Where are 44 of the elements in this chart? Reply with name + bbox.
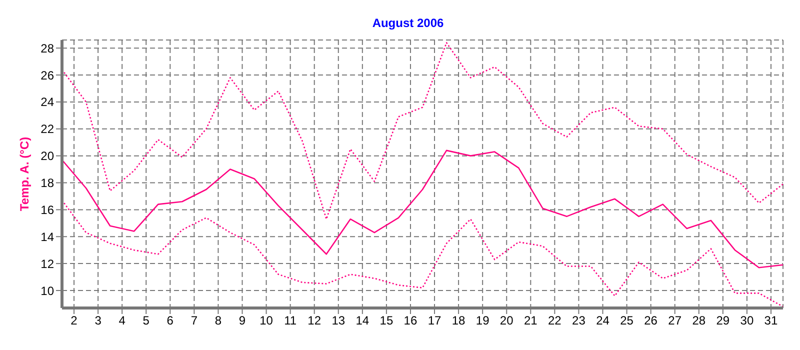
x-tick-label: 4 bbox=[118, 314, 126, 328]
x-tick-label: 19 bbox=[476, 314, 490, 328]
x-tick-label: 30 bbox=[740, 314, 754, 328]
x-tick-label: 5 bbox=[142, 314, 150, 328]
x-tick-label: 3 bbox=[94, 314, 102, 328]
x-tick-label: 27 bbox=[668, 314, 682, 328]
y-tick-label: 16 bbox=[40, 202, 54, 217]
x-tick-label: 21 bbox=[524, 314, 538, 328]
x-tick-label: 9 bbox=[238, 314, 246, 328]
chart-title: August 2006 bbox=[371, 16, 445, 30]
y-axis-title: Temp. A. (°C) bbox=[17, 136, 32, 212]
line-series bbox=[62, 150, 783, 268]
y-tick-label: 14 bbox=[40, 230, 54, 244]
y-tick-label: 26 bbox=[40, 68, 54, 82]
x-tick-label: 22 bbox=[548, 314, 562, 328]
x-tick-label: 17 bbox=[428, 314, 442, 328]
x-tick-label: 6 bbox=[166, 314, 174, 328]
x-tick-label: 24 bbox=[596, 314, 610, 328]
y-tick-label: 22 bbox=[40, 122, 54, 136]
x-tick-label: 29 bbox=[716, 314, 730, 328]
y-tick-label: 18 bbox=[40, 176, 54, 190]
x-tick-label: 8 bbox=[214, 314, 222, 328]
x-tick-label: 12 bbox=[308, 314, 322, 328]
y-tick-label: 10 bbox=[40, 284, 54, 298]
x-tick-label: 13 bbox=[332, 314, 346, 328]
x-tick-label: 20 bbox=[500, 314, 514, 328]
x-tick-label: 28 bbox=[692, 314, 706, 328]
x-tick-label: 14 bbox=[356, 314, 370, 328]
x-tick-label: 25 bbox=[620, 314, 634, 328]
x-tick-label: 23 bbox=[572, 314, 586, 328]
line-series bbox=[62, 42, 783, 220]
y-tick-label: 28 bbox=[40, 41, 54, 56]
y-tick-label: 12 bbox=[40, 256, 54, 271]
x-tick-label: 10 bbox=[260, 314, 274, 328]
x-tick-label: 18 bbox=[452, 314, 466, 328]
y-tick-label: 20 bbox=[40, 149, 54, 164]
x-tick-label: 2 bbox=[70, 314, 78, 328]
y-tick-label: 24 bbox=[40, 95, 54, 110]
x-tick-label: 31 bbox=[764, 314, 778, 328]
x-tick-label: 26 bbox=[644, 314, 658, 328]
x-tick-label: 16 bbox=[404, 314, 418, 328]
x-tick-label: 7 bbox=[190, 314, 198, 328]
x-tick-label: 15 bbox=[380, 314, 394, 328]
x-tick-label: 11 bbox=[284, 314, 297, 328]
